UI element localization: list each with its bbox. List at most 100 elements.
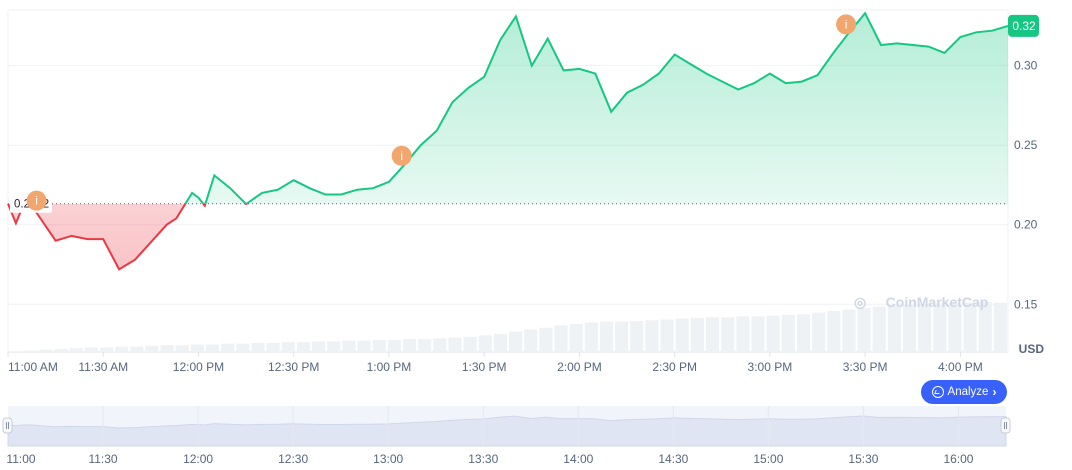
volume-bar: [857, 308, 871, 352]
volume-bar: [478, 335, 492, 352]
info-icon: i: [400, 149, 403, 163]
event-marker: i: [26, 190, 47, 211]
volume-bar: [872, 306, 886, 352]
volume-bar: [766, 315, 780, 352]
price-area: [8, 13, 1008, 270]
area-above-baseline: [8, 13, 1008, 204]
price-line-up: [7, 11, 1008, 204]
volume-bar: [524, 329, 538, 352]
volume-bar: [933, 303, 947, 352]
volume-bars: [9, 302, 1007, 352]
x-tick-label: 12:00 PM: [173, 360, 224, 374]
volume-bar: [781, 314, 795, 352]
x-tick-label: 11:30 AM: [78, 360, 128, 374]
navigator-label: 14:30: [658, 452, 688, 466]
volume-bar: [993, 302, 1007, 352]
currency-label: USD: [1019, 342, 1045, 356]
volume-bar: [887, 305, 901, 352]
y-tick-label: 0.30: [1014, 59, 1038, 73]
svg-text:0.32: 0.32: [1012, 19, 1036, 33]
volume-bar: [448, 337, 462, 352]
volume-bar: [205, 344, 220, 352]
volume-bar: [584, 322, 598, 352]
x-tick-label: 12:30 PM: [268, 360, 319, 374]
navigator-label: 12:30: [278, 452, 308, 466]
event-marker: i: [391, 145, 412, 166]
navigator-label: 15:30: [848, 452, 878, 466]
event-marker-circle: [391, 145, 412, 166]
price-line: [7, 11, 1008, 271]
volume-bar: [827, 311, 841, 352]
analyze-icon: [931, 386, 944, 398]
volume-bar: [84, 347, 98, 352]
x-tick-label: 3:30 PM: [843, 360, 888, 374]
volume-bar: [39, 349, 53, 352]
volume-bar: [645, 320, 659, 352]
volume-bar: [281, 342, 295, 352]
volume-bar: [812, 312, 826, 352]
x-axis: 11:00 AM 11:30 AM 12:00 PM 12:30 PM 1:00 PM 1…: [7, 352, 983, 374]
event-markers[interactable]: i i i: [26, 14, 857, 211]
coinmarketcap-logo-icon: ◎: [854, 294, 866, 310]
navigator-label: 13:30: [468, 452, 498, 466]
volume-bar: [842, 309, 856, 352]
x-tick-label: 1:30 PM: [462, 360, 507, 374]
chevron-right-icon: ›: [992, 385, 997, 399]
x-tick-label: 4:00 PM: [938, 360, 983, 374]
volume-bar: [554, 325, 568, 352]
analyze-button[interactable]: Analyze ›: [921, 380, 1007, 404]
volume-bar: [54, 348, 68, 352]
navigator-label: 11:00: [6, 452, 35, 466]
navigator-label: 11:30: [88, 452, 117, 466]
x-tick-label: 11:00 AM: [8, 360, 58, 374]
volume-bar: [599, 321, 614, 352]
volume-bar: [796, 314, 811, 352]
volume-bar: [69, 348, 83, 352]
volume-bar: [690, 317, 704, 352]
volume-bar: [721, 317, 735, 352]
navigator-left-handle[interactable]: [2, 417, 13, 434]
watermark-logo: ◎ CoinMarketCap: [854, 294, 988, 310]
navigator-label: 16:00: [943, 452, 973, 466]
y-tick-label: 0.20: [1014, 218, 1038, 232]
volume-bar: [433, 338, 447, 352]
volume-bar: [160, 345, 174, 352]
volume-bar: [660, 319, 674, 352]
range-navigator[interactable]: 11:00 11:30 12:00 12:30 13:00 13:30 14:00 14:30…: [2, 406, 1011, 466]
volume-bar: [221, 343, 235, 352]
price-line-down: [7, 203, 249, 271]
volume-bar: [630, 320, 644, 352]
volume-bar: [342, 340, 356, 352]
volume-bar: [705, 317, 720, 352]
volume-bar: [357, 340, 371, 352]
volume-bar: [402, 339, 417, 352]
x-tick-label: 2:00 PM: [557, 360, 602, 374]
info-icon: i: [845, 17, 848, 31]
area-below-baseline: [8, 203, 247, 270]
navigator-labels: 11:00 11:30 12:00 12:30 13:00 13:30 14:00 14:30…: [6, 452, 973, 466]
volume-bar: [963, 302, 977, 352]
volume-bar: [615, 321, 629, 352]
y-axis: 0.15 0.20 0.25 0.30: [1014, 59, 1038, 312]
watermark-text: CoinMarketCap: [886, 294, 989, 310]
volume-bar: [463, 336, 477, 352]
volume-bar: [493, 333, 507, 352]
event-marker: i: [836, 14, 857, 35]
navigator-series: [7, 415, 1007, 447]
volume-bar: [978, 302, 992, 352]
navigator-label: 13:00: [373, 452, 403, 466]
volume-bar: [251, 342, 265, 352]
navigator-label: 14:00: [563, 452, 593, 466]
navigator-label: 15:00: [753, 452, 783, 466]
volume-bar: [539, 327, 553, 352]
volume-bar: [675, 318, 689, 352]
last-price-badge: 0.32: [1008, 14, 1039, 37]
volume-bar: [736, 316, 750, 352]
volume-bar: [9, 351, 23, 352]
navigator-right-handle[interactable]: [1000, 417, 1011, 434]
x-tick-label: 1:00 PM: [367, 360, 412, 374]
x-tick-label: 3:00 PM: [748, 360, 793, 374]
volume-bar: [751, 316, 765, 352]
volume-bar: [190, 344, 204, 352]
